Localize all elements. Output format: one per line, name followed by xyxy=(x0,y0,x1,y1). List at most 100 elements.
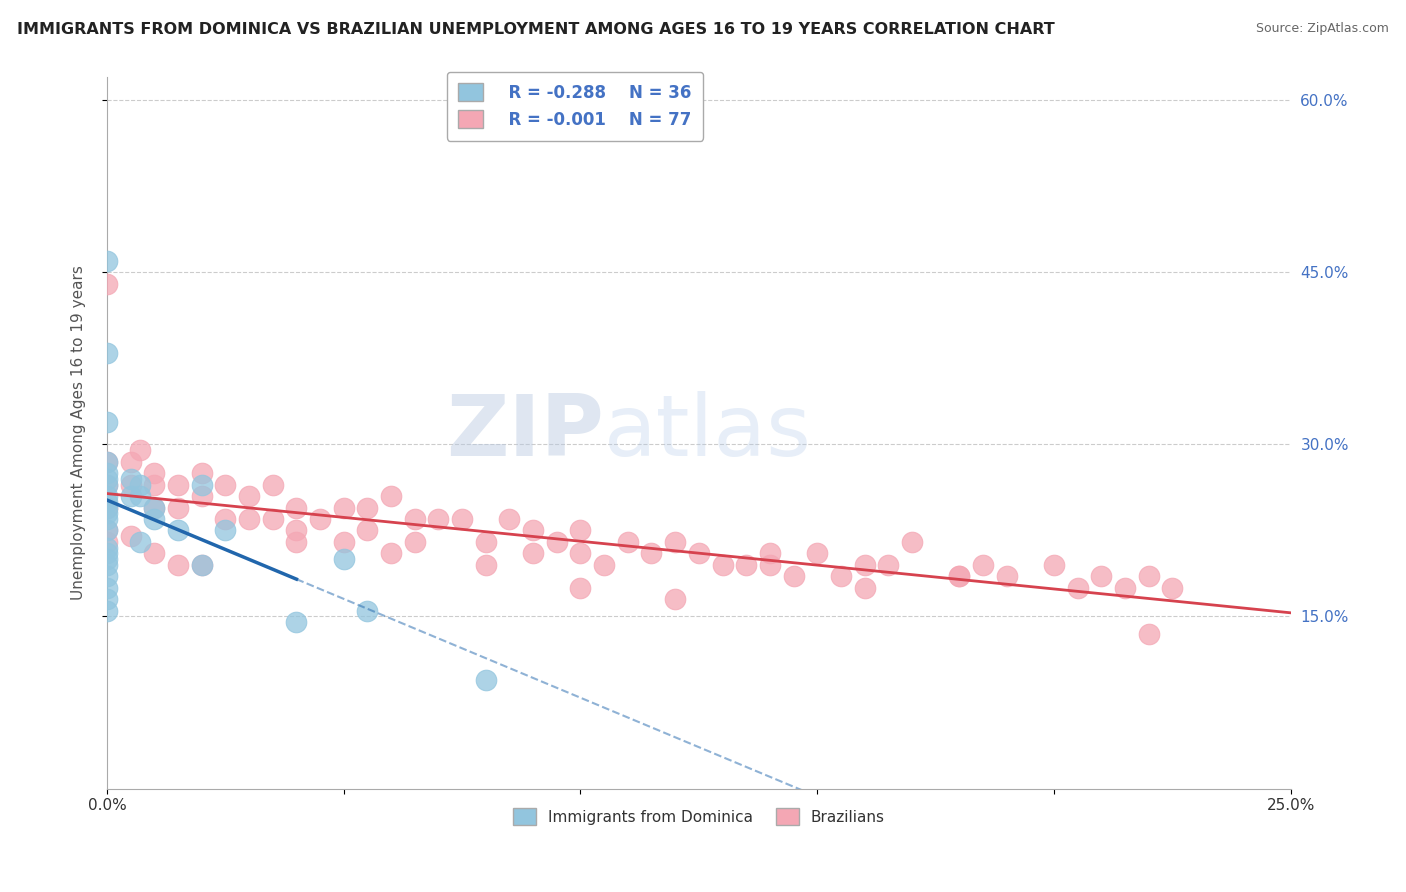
Point xyxy=(96,495,118,509)
Point xyxy=(129,477,152,491)
Point xyxy=(96,500,118,515)
Text: Source: ZipAtlas.com: Source: ZipAtlas.com xyxy=(1256,22,1389,36)
Point xyxy=(143,477,166,491)
Point xyxy=(972,558,994,572)
Point xyxy=(190,477,212,491)
Point xyxy=(262,477,284,491)
Point xyxy=(96,466,118,480)
Point xyxy=(285,524,308,538)
Point xyxy=(96,535,118,549)
Point xyxy=(782,569,804,583)
Legend: Immigrants from Dominica, Brazilians: Immigrants from Dominica, Brazilians xyxy=(503,799,894,834)
Point xyxy=(640,546,662,560)
Point xyxy=(333,552,356,566)
Point xyxy=(522,524,544,538)
Point xyxy=(96,581,118,595)
Point xyxy=(1066,581,1088,595)
Point xyxy=(129,443,152,458)
Text: atlas: atlas xyxy=(605,392,813,475)
Point xyxy=(190,489,212,503)
Point xyxy=(96,477,118,491)
Point xyxy=(285,500,308,515)
Point xyxy=(1137,569,1160,583)
Point xyxy=(285,615,308,630)
Point xyxy=(214,477,236,491)
Point xyxy=(688,546,710,560)
Point xyxy=(96,477,118,491)
Point xyxy=(214,524,236,538)
Point xyxy=(1114,581,1136,595)
Point xyxy=(120,529,142,543)
Text: ZIP: ZIP xyxy=(446,392,605,475)
Point xyxy=(262,512,284,526)
Point xyxy=(569,581,592,595)
Point xyxy=(356,500,378,515)
Point xyxy=(143,466,166,480)
Point xyxy=(167,477,190,491)
Point xyxy=(853,581,876,595)
Point xyxy=(356,524,378,538)
Point xyxy=(806,546,828,560)
Point xyxy=(1043,558,1066,572)
Point xyxy=(96,455,118,469)
Point xyxy=(664,592,686,607)
Point xyxy=(380,489,402,503)
Point xyxy=(96,472,118,486)
Point xyxy=(759,558,782,572)
Point xyxy=(711,558,734,572)
Point xyxy=(96,546,118,560)
Point xyxy=(546,535,568,549)
Point xyxy=(96,524,118,538)
Point xyxy=(759,546,782,560)
Point xyxy=(427,512,450,526)
Point xyxy=(238,489,260,503)
Point xyxy=(96,552,118,566)
Point xyxy=(498,512,520,526)
Point xyxy=(96,254,118,268)
Point xyxy=(593,558,616,572)
Point xyxy=(96,345,118,359)
Point xyxy=(475,535,498,549)
Point xyxy=(167,524,190,538)
Point xyxy=(96,592,118,607)
Point xyxy=(735,558,758,572)
Point xyxy=(96,541,118,555)
Point xyxy=(190,558,212,572)
Point xyxy=(167,558,190,572)
Point xyxy=(948,569,970,583)
Point xyxy=(167,500,190,515)
Point xyxy=(96,569,118,583)
Point xyxy=(143,546,166,560)
Point xyxy=(190,466,212,480)
Point xyxy=(143,500,166,515)
Point xyxy=(569,546,592,560)
Point xyxy=(96,455,118,469)
Point xyxy=(120,472,142,486)
Point xyxy=(309,512,332,526)
Point xyxy=(1090,569,1112,583)
Point xyxy=(522,546,544,560)
Point xyxy=(948,569,970,583)
Point xyxy=(404,535,426,549)
Point xyxy=(995,569,1018,583)
Point xyxy=(333,535,356,549)
Point xyxy=(664,535,686,549)
Point xyxy=(96,524,118,538)
Point xyxy=(877,558,900,572)
Point xyxy=(96,512,118,526)
Point xyxy=(214,512,236,526)
Point xyxy=(475,558,498,572)
Y-axis label: Unemployment Among Ages 16 to 19 years: Unemployment Among Ages 16 to 19 years xyxy=(72,266,86,600)
Point xyxy=(1137,626,1160,640)
Point xyxy=(238,512,260,526)
Point xyxy=(380,546,402,560)
Point xyxy=(96,500,118,515)
Point xyxy=(901,535,924,549)
Point xyxy=(475,673,498,687)
Point xyxy=(120,477,142,491)
Point xyxy=(120,455,142,469)
Point xyxy=(617,535,640,549)
Point xyxy=(96,489,118,503)
Point xyxy=(96,415,118,429)
Point xyxy=(190,558,212,572)
